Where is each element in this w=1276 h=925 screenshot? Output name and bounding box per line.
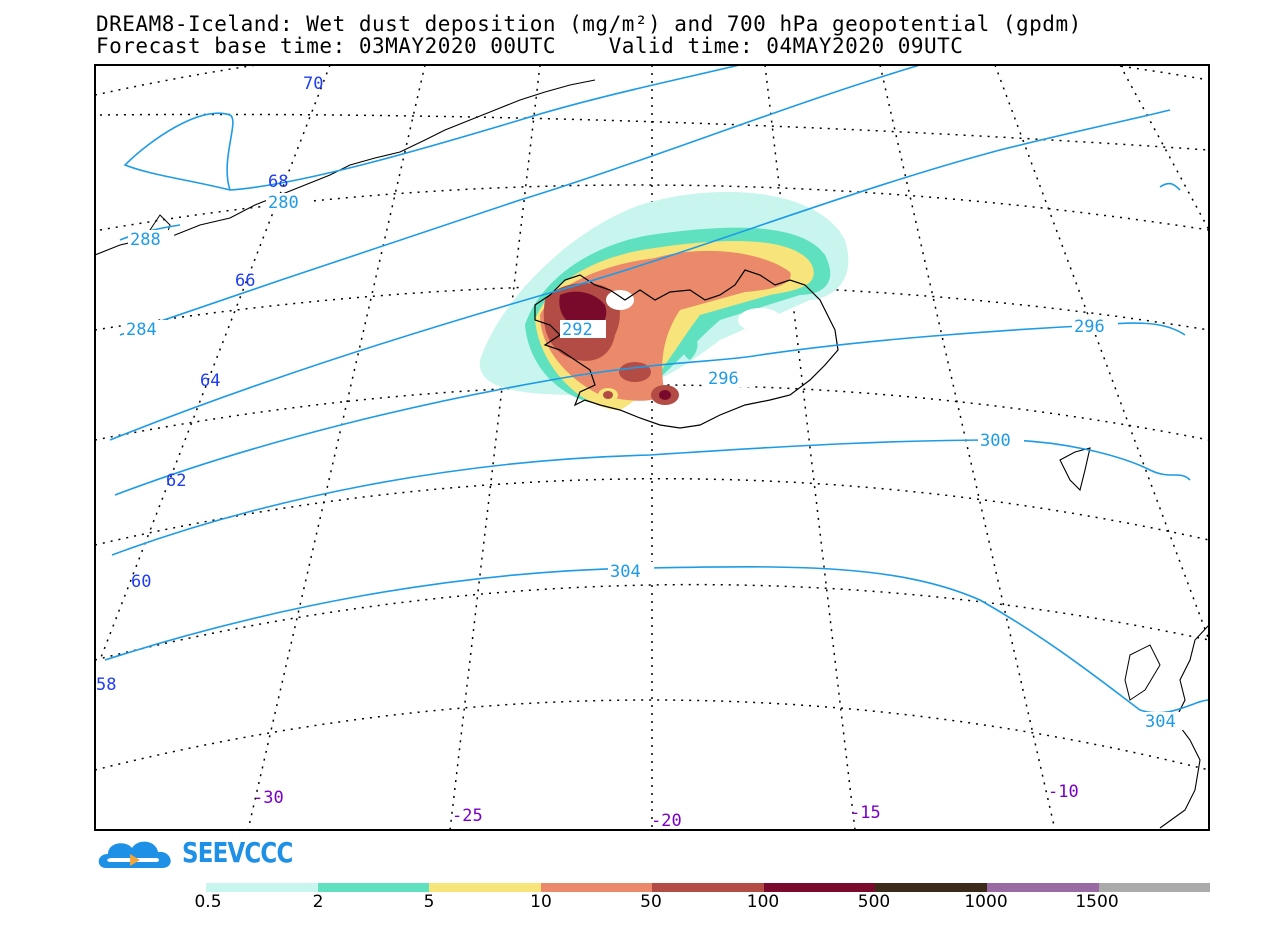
legend-label: 10: [530, 892, 552, 912]
faroe-islands: [1059, 447, 1091, 492]
legend-label: 0.5: [194, 892, 222, 912]
lat-label: 62: [166, 471, 186, 491]
seevccc-logo: SEEVCCC: [94, 832, 304, 876]
lat-label: 66: [235, 271, 255, 291]
contour-label: 288: [130, 230, 161, 250]
legend-swatch: [763, 883, 876, 892]
meridians: [99, 65, 1209, 830]
legend-label: 2: [312, 892, 324, 912]
legend-labels: 0.5 2 5 10 50 100 500 1000 1500: [0, 892, 1276, 916]
legend-label: 1500: [1075, 892, 1119, 912]
lon-label: -15: [850, 803, 881, 823]
legend-label: 500: [857, 892, 891, 912]
contour-label: 304: [1145, 712, 1176, 732]
contour-label: 296: [1074, 317, 1105, 337]
map-title: DREAM8-Iceland: Wet dust deposition (mg/…: [96, 12, 1082, 36]
lat-label: 58: [96, 675, 116, 695]
map-subtitle: Forecast base time: 03MAY2020 00UTC Vali…: [96, 34, 964, 58]
legend-swatch: [317, 883, 430, 892]
lon-label: -10: [1048, 782, 1079, 802]
logo-text: SEEVCCC: [182, 836, 293, 869]
legend-label: 50: [640, 892, 662, 912]
legend-swatch: [652, 883, 764, 892]
lon-label: -20: [651, 811, 682, 831]
legend-swatch: [875, 883, 987, 892]
lat-label: 68: [268, 172, 288, 192]
lat-label: 60: [131, 572, 151, 592]
legend-swatch: [540, 883, 653, 892]
greenland-coastline: [95, 79, 596, 256]
legend-swatch: [1098, 883, 1211, 892]
parallels: [95, 65, 1209, 771]
legend-label: 1000: [964, 892, 1008, 912]
contour-label: 296: [708, 369, 739, 389]
wet-dust-deposition-field: [479, 191, 849, 410]
legend-label: 100: [746, 892, 780, 912]
legend-swatch: [206, 883, 318, 892]
color-legend: [206, 883, 1211, 892]
lat-label: 70: [303, 74, 323, 94]
contour-label: 284: [126, 320, 157, 340]
contour-label: 292: [562, 320, 593, 340]
legend-swatch: [986, 883, 1099, 892]
legend-label: 5: [423, 892, 435, 912]
lon-label: -25: [452, 806, 483, 826]
contour-label: 300: [980, 431, 1011, 451]
contour-label: 304: [610, 562, 641, 582]
lat-label: 64: [200, 371, 220, 391]
forecast-map: 70 68 66 64 62 60 58 -30 -25 -20 -15 -10…: [94, 64, 1210, 831]
contour-label: 280: [268, 193, 299, 213]
iceland-coastline: [534, 269, 839, 429]
map-frame: [94, 64, 1210, 831]
lon-label: -30: [253, 788, 284, 808]
cloud-icon: [98, 841, 171, 868]
legend-swatch: [429, 883, 541, 892]
